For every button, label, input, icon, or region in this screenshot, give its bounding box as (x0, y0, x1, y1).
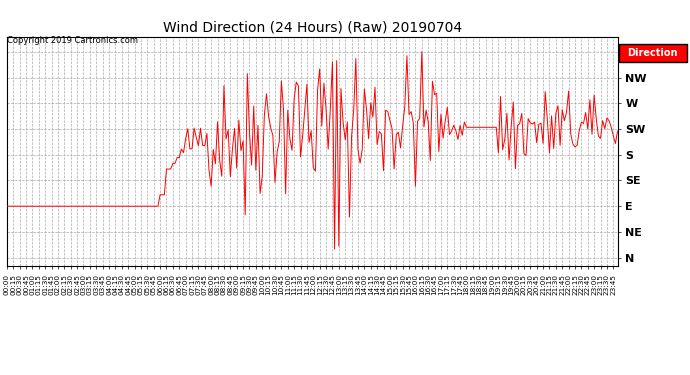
Text: Direction: Direction (627, 48, 678, 58)
Text: Copyright 2019 Cartronics.com: Copyright 2019 Cartronics.com (7, 36, 138, 45)
Title: Wind Direction (24 Hours) (Raw) 20190704: Wind Direction (24 Hours) (Raw) 20190704 (163, 21, 462, 35)
